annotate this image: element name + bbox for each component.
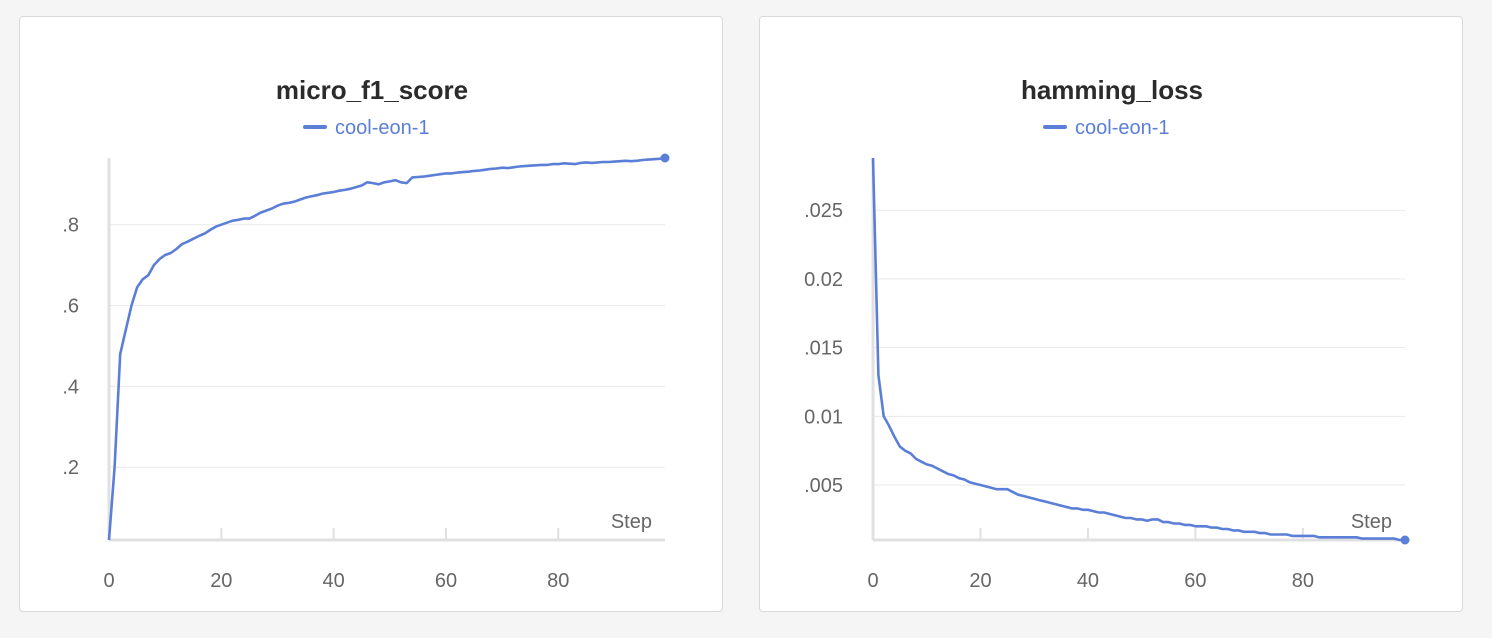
x-tick-label: 40 [1077,570,1099,592]
chart-svg: .005 0.01 .015 0.02 .025 0 20 40 60 80 hamming_lo… [804,75,1410,592]
legend-label: cool-eon-1 [335,117,430,139]
x-tick-label: 60 [435,570,457,592]
grid-layer [109,224,665,468]
axis-layer [871,158,1405,542]
chart-title: micro_f1_score [276,75,468,105]
series-end-point[interactable] [1400,535,1410,545]
x-tick-label: 60 [1184,570,1206,592]
line-layer [871,157,1410,545]
legend[interactable]: cool-eon-1 [303,117,430,139]
x-tick-label: 0 [103,570,114,592]
chart-panel-hamming-loss[interactable]: .005 0.01 .015 0.02 .025 0 20 40 60 80 hamming_lo… [759,16,1463,612]
chart-title: hamming_loss [1021,75,1203,105]
y-tick-label: .4 [62,376,79,398]
series-end-point[interactable] [660,153,670,163]
y-tick-label: .025 [804,200,843,222]
y-tick-label: .005 [804,475,843,497]
axis-layer [107,158,665,542]
x-axis-label: Step [1351,511,1392,533]
line-layer [107,153,670,541]
y-tick-label: .2 [62,457,79,479]
series-line[interactable] [107,156,666,541]
series-line[interactable] [871,157,1405,542]
x-tick-label: 40 [323,570,345,592]
x-tick-label: 80 [547,570,569,592]
x-tick-label: 20 [969,570,991,592]
x-tick-label: 0 [867,570,878,592]
x-tick-label: 20 [210,570,232,592]
legend-label: cool-eon-1 [1075,117,1170,139]
y-tick-label: .8 [62,215,79,237]
y-tick-label: .015 [804,338,843,360]
legend[interactable]: cool-eon-1 [1043,117,1170,139]
x-tick-label: 80 [1292,570,1314,592]
x-axis-label: Step [611,511,652,533]
chart-svg: .2 .4 .6 .8 0 20 40 60 80 micro_f1_score cool-eo… [62,75,670,592]
chart-panel-micro-f1-score[interactable]: .2 .4 .6 .8 0 20 40 60 80 micro_f1_score cool-eo… [19,16,723,612]
y-tick-label: 0.02 [804,269,843,291]
y-tick-label: 0.01 [804,406,843,428]
tick-layer: .2 .4 .6 .8 0 20 40 60 80 [62,215,569,592]
tick-layer: .005 0.01 .015 0.02 .025 0 20 40 60 80 [804,200,1314,592]
y-tick-label: .6 [62,296,79,318]
grid-layer [873,209,1405,486]
